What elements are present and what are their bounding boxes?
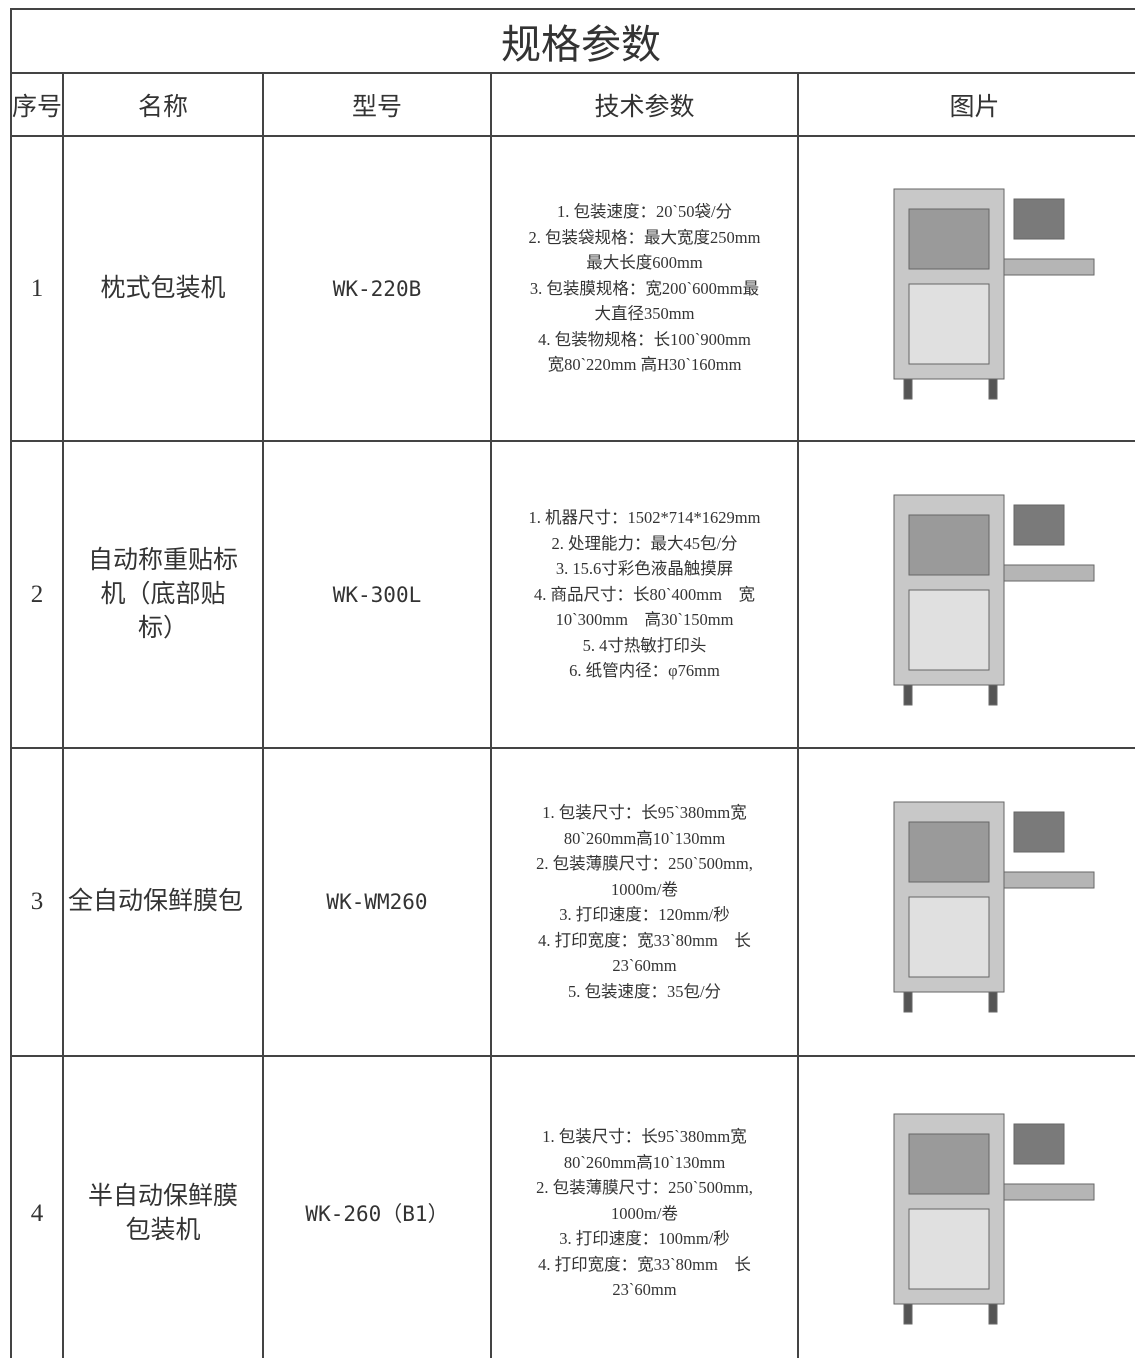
header-cell: 名称 (62, 72, 262, 135)
column-header: 名称 (137, 93, 188, 121)
model-cell: WK-WM260 (262, 747, 490, 1055)
header-cell: 序号 (10, 72, 62, 135)
header-cell: 型号 (262, 72, 490, 135)
spec-line: 宽80`220mm 高H30`160mm (547, 355, 742, 375)
machine-photo (893, 188, 1095, 399)
name-cell: 全自动保鲜膜包 (62, 747, 262, 1055)
spec-line: 1. 包装尺寸：长95`380mm宽 (542, 1127, 747, 1147)
spec-line: 6. 纸管内径：φ76mm (569, 661, 720, 681)
spec-line: 3. 打印速度：120mm/秒 (559, 905, 730, 924)
spec-line: 3. 15.6寸彩色液晶触摸屏 (555, 559, 734, 579)
spec-cell: 1. 包装尺寸：长95`380mm宽 80`260mm高10`130mm 2. 包装… (490, 747, 797, 1055)
picture-cell (797, 440, 1135, 747)
spec-cell: 1. 机器尺寸：1502*714*1629mm 2. 处理能力：最大45包/分 3.… (490, 440, 797, 747)
row-number: 3 (30, 888, 44, 915)
model-cell: WK-220B (262, 135, 490, 440)
header-cell: 图片 (797, 72, 1135, 135)
spec-line: 2. 包装袋规格：最大宽度250mm (528, 227, 761, 247)
model: WK-260（B1） (305, 1201, 449, 1226)
spec-line: 4. 打印宽度：宽33`80mm 长 (538, 930, 751, 950)
spec-line: 80`260mm高10`130mm (563, 828, 726, 848)
no-cell: 4 (10, 1055, 62, 1358)
row-number: 4 (30, 1199, 44, 1227)
machine-photo (893, 1113, 1095, 1324)
column-header: 型号 (351, 93, 402, 121)
spec-line: 3. 包装膜规格：宽200`600mm最 (529, 278, 760, 298)
spec-line: 3. 打印速度：100mm/秒 (559, 1229, 730, 1249)
spec-line: 大直径350mm (594, 304, 695, 324)
model-cell: WK-260（B1） (262, 1055, 490, 1358)
spec-cell: 1. 包装尺寸：长95`380mm宽 80`260mm高10`130mm 2. 包装… (490, 1055, 797, 1358)
name-cell: 自动称重贴标 机（底部贴标） (62, 440, 262, 747)
machine-photo (893, 801, 1095, 1013)
product-name: 包装机 (125, 1216, 201, 1244)
column-header: 图片 (949, 93, 1000, 121)
no-cell: 2 (10, 440, 62, 747)
title: 规格参数 (501, 22, 661, 67)
row-number: 2 (30, 580, 44, 608)
spec-line: 1. 机器尺寸：1502*714*1629mm (528, 508, 761, 528)
spec-line: 5. 4寸热敏打印头 (582, 635, 707, 655)
spec-line: 10`300mm 高30`150mm (555, 610, 734, 630)
product-name: 半自动保鲜膜 (87, 1182, 238, 1210)
spec-line: 2. 包装薄膜尺寸：250`500mm, (536, 854, 753, 873)
model: WK-220B (332, 276, 422, 301)
spec-line: 4. 包装物规格：长100`900mm (538, 329, 751, 349)
header-cell: 技术参数 (490, 72, 797, 135)
spec-line: 2. 包装薄膜尺寸：250`500mm, (536, 1178, 753, 1198)
spec-line: 4. 商品尺寸：长80`400mm 宽 (534, 584, 755, 604)
spec-line: 5. 包装速度：35包/分 (567, 981, 722, 1001)
product-name: 标） (137, 614, 188, 642)
spec-line: 1000m/卷 (611, 1203, 678, 1223)
spec-cell: 1. 包装速度：20`50袋/分 2. 包装袋规格：最大宽度250mm 最大长度60… (490, 135, 797, 440)
model: WK-300L (332, 582, 422, 607)
model: WK-WM260 (326, 890, 428, 914)
spec-line: 最大长度600mm (586, 253, 703, 273)
product-name: 机（底部贴 (100, 580, 226, 608)
model-cell: WK-300L (262, 440, 490, 747)
name-cell: 半自动保鲜膜 包装机 (62, 1055, 262, 1358)
picture-cell (797, 135, 1135, 440)
no-cell: 1 (10, 135, 62, 440)
row-number: 1 (30, 274, 44, 302)
spec-line: 2. 处理能力：最大45包/分 (551, 533, 738, 553)
column-header: 序号 (12, 93, 62, 121)
picture-cell (797, 747, 1135, 1055)
spec-line: 23`60mm (612, 956, 677, 975)
spec-line: 23`60mm (612, 1280, 677, 1300)
spec-line: 1. 包装速度：20`50袋/分 (556, 202, 733, 222)
spec-line: 1. 包装尺寸：长95`380mm宽 (542, 803, 747, 822)
product-name: 全自动保鲜膜包 (68, 888, 244, 915)
product-name: 自动称重贴标 (87, 546, 238, 574)
spec-line: 80`260mm高10`130mm (563, 1152, 726, 1172)
machine-photo (893, 494, 1095, 705)
spec-line: 1000m/卷 (611, 879, 678, 899)
picture-cell (797, 1055, 1135, 1358)
no-cell: 3 (10, 747, 62, 1055)
title-cell: 规格参数 (10, 8, 1135, 72)
spec-line: 4. 打印宽度：宽33`80mm 长 (538, 1254, 751, 1274)
product-name: 枕式包装机 (100, 274, 226, 302)
name-cell: 枕式包装机 (62, 135, 262, 440)
column-header: 技术参数 (594, 93, 695, 121)
